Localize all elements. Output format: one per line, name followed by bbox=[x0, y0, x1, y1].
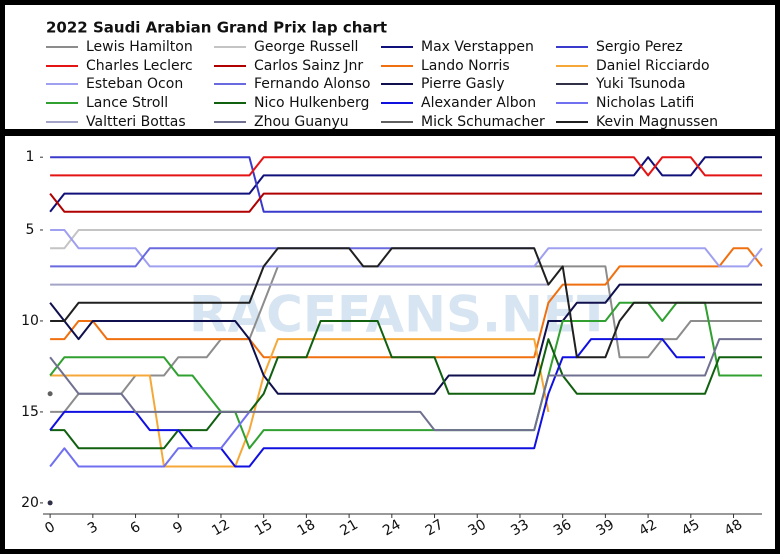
legend-label: Lando Norris bbox=[421, 58, 510, 74]
x-tick-label: 36 bbox=[551, 517, 575, 540]
legend-label: Zhou Guanyu bbox=[254, 114, 349, 130]
legend-label: Lewis Hamilton bbox=[86, 39, 193, 55]
legend-label: Nico Hulkenberg bbox=[254, 95, 369, 111]
legend-label: Fernando Alonso bbox=[254, 76, 370, 92]
driver-line bbox=[50, 156, 762, 177]
driver-line bbox=[50, 229, 763, 268]
legend-label: Sergio Perez bbox=[596, 39, 683, 55]
legend-label: Carlos Sainz Jnr bbox=[254, 58, 363, 74]
y-tick-label: 20 bbox=[21, 495, 39, 511]
x-tick-label: 24 bbox=[380, 517, 404, 540]
legend-label: Charles Leclerc bbox=[86, 58, 193, 74]
driver-line bbox=[50, 156, 762, 213]
y-tick-label: 1 bbox=[26, 149, 35, 165]
x-tick-label: 45 bbox=[679, 517, 702, 540]
chart-title: 2022 Saudi Arabian Grand Prix lap chart bbox=[46, 19, 387, 37]
x-tick-label: 39 bbox=[594, 517, 617, 540]
legend-label: Nicholas Latifi bbox=[596, 95, 694, 111]
legend-label: Mick Schumacher bbox=[421, 114, 545, 130]
plot-panel bbox=[5, 136, 775, 549]
legend-label: Esteban Ocon bbox=[86, 76, 183, 92]
x-tick-label: 21 bbox=[337, 517, 360, 540]
driver-line bbox=[50, 338, 550, 468]
legend-label: Valtteri Bottas bbox=[86, 114, 186, 130]
x-tick-label: 48 bbox=[722, 517, 745, 540]
driver-line bbox=[49, 411, 251, 468]
lap-point bbox=[47, 391, 53, 397]
driver-line bbox=[49, 156, 762, 213]
x-tick-label: 42 bbox=[636, 517, 659, 540]
driver-line bbox=[49, 283, 762, 395]
legend-label: Pierre Gasly bbox=[421, 76, 505, 92]
legend-label: Yuki Tsunoda bbox=[595, 76, 686, 92]
x-tick-label: 18 bbox=[295, 517, 318, 540]
driver-line bbox=[49, 192, 762, 213]
driver-line bbox=[50, 320, 762, 450]
legend-label: Alexander Albon bbox=[421, 95, 536, 111]
x-tick-label: 30 bbox=[466, 517, 489, 540]
legend-label: George Russell bbox=[254, 39, 358, 55]
legend-label: Kevin Magnussen bbox=[596, 114, 718, 130]
x-tick-label: 27 bbox=[423, 517, 446, 540]
y-tick-label: 15 bbox=[21, 404, 39, 420]
legend-label: Daniel Ricciardo bbox=[596, 58, 710, 74]
y-tick-label: 5 bbox=[26, 222, 35, 238]
legend-label: Max Verstappen bbox=[421, 39, 534, 55]
driver-line bbox=[49, 338, 762, 432]
driver-line bbox=[50, 247, 762, 359]
legend-label: Lance Stroll bbox=[86, 95, 168, 111]
x-tick-label: 33 bbox=[508, 517, 531, 540]
driver-line bbox=[49, 338, 705, 468]
x-tick-label: 15 bbox=[252, 517, 275, 540]
x-tick-label: 12 bbox=[209, 517, 232, 540]
y-tick-label: 10 bbox=[21, 313, 39, 329]
driver-line bbox=[50, 229, 762, 250]
lap-point bbox=[47, 500, 53, 506]
